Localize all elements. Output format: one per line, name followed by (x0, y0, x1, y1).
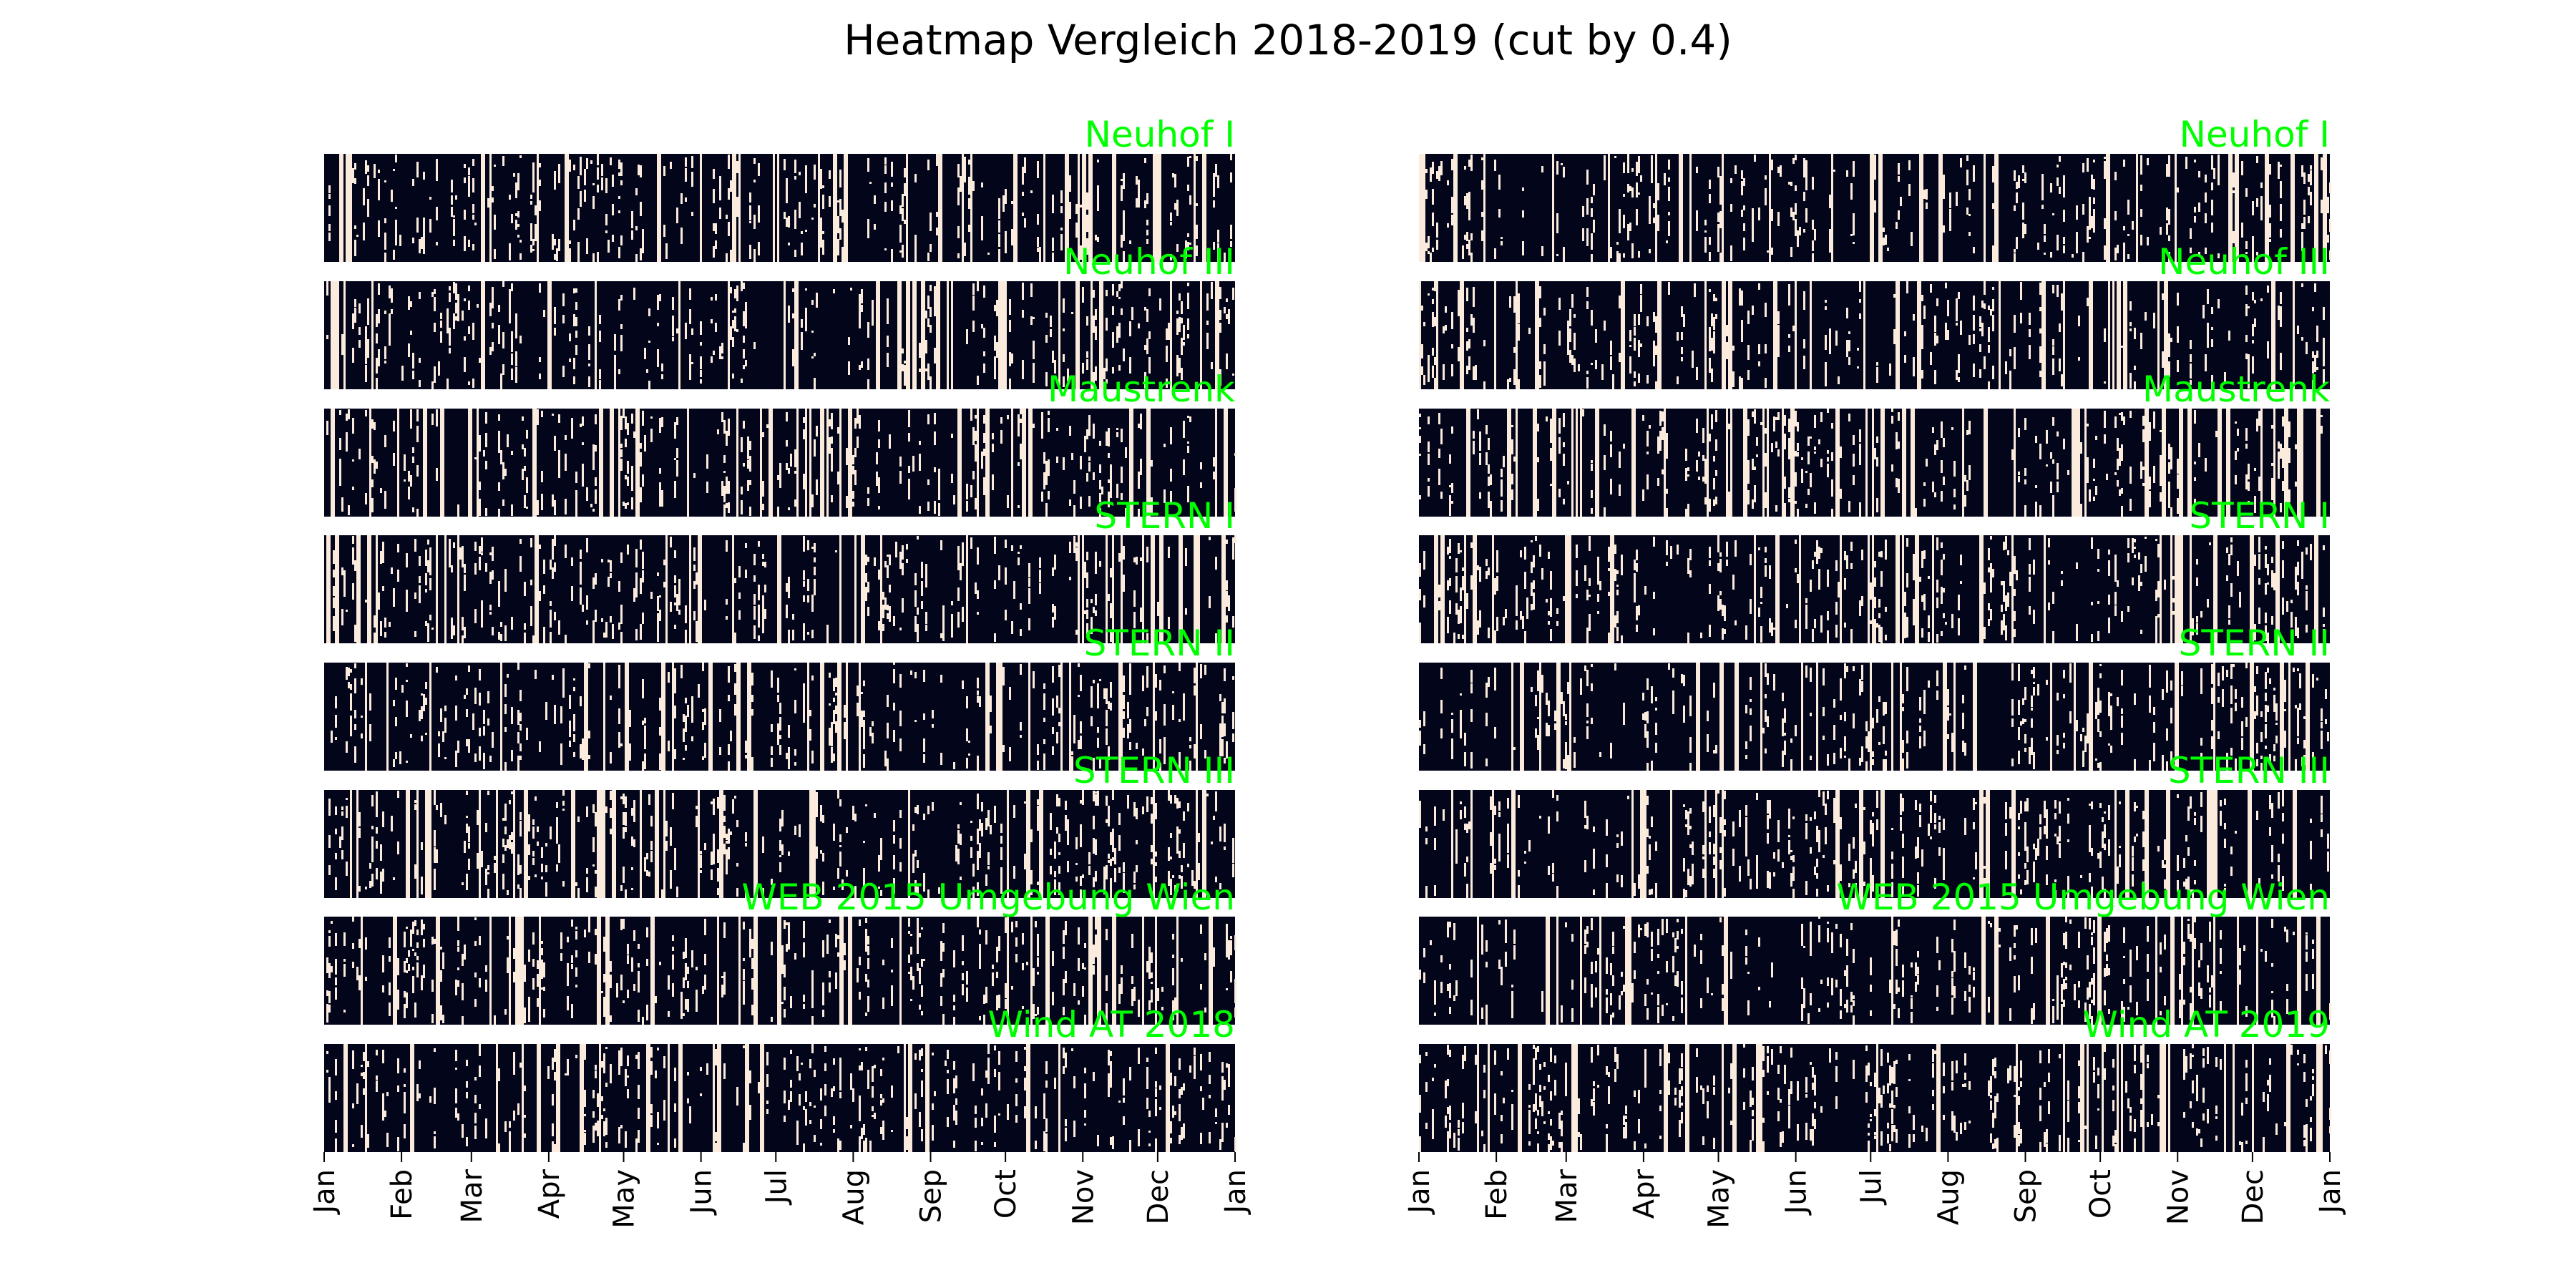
x-tick-label: Mar (1551, 1169, 1584, 1223)
heatmap-panel-2018: Neuhof I Neuhof III Maustrenk STERN I STERN … (308, 114, 1252, 1229)
row-label: WEB 2015 Umgebung Wien (741, 877, 1235, 918)
heatmap-row: STERN I (1419, 495, 2330, 643)
row-label: STERN II (2179, 623, 2330, 664)
x-tick-label: Jan (308, 1169, 341, 1216)
row-label: WEB 2015 Umgebung Wien (1836, 877, 2330, 918)
below-cut-cells (326, 409, 1236, 517)
below-cut-cells (1419, 281, 2325, 389)
x-tick-label: Apr (1628, 1169, 1661, 1219)
x-tick-label: Nov (2162, 1169, 2195, 1225)
x-tick-label: Feb (386, 1169, 419, 1220)
below-cut-cells (328, 790, 1234, 898)
below-cut-cells (1419, 409, 2323, 517)
heatmap-row: STERN III (1419, 750, 2330, 898)
heatmap-band (324, 409, 1235, 517)
x-tick-label: Jun (1780, 1169, 1813, 1216)
heatmap-row: STERN I (324, 495, 1236, 643)
row-label: Neuhof III (1063, 241, 1235, 283)
below-cut-cells (328, 154, 1232, 262)
row-label: Neuhof I (2180, 114, 2330, 155)
below-cut-cells (1419, 790, 2329, 898)
x-tick-label: Dec (2237, 1169, 2270, 1224)
x-tick-label: Feb (1480, 1169, 1513, 1220)
x-tick-label: Apr (533, 1169, 566, 1219)
heatmap-panel-2019: Neuhof I Neuhof III Maustrenk STERN I STERN … (1403, 114, 2347, 1229)
x-tick-label: May (608, 1169, 641, 1229)
row-label: Neuhof III (2158, 241, 2330, 283)
below-cut-cells (1419, 663, 2329, 771)
below-cut-cells (1419, 917, 2331, 1025)
row-label: STERN I (2189, 495, 2330, 537)
row-label: Neuhof I (1085, 114, 1235, 155)
row-label: Wind AT 2018 (987, 1004, 1235, 1045)
heatmap-row: STERN III (324, 750, 1235, 898)
below-cut-cells (1419, 535, 2325, 643)
x-tick-label: Sep (915, 1169, 948, 1223)
row-label: STERN III (2168, 750, 2330, 791)
figure-title: Heatmap Vergleich 2018-2019 (cut by 0.4) (844, 16, 1732, 64)
heatmap-row: Wind AT 2019 (1419, 1004, 2331, 1152)
x-tick-label: Jan (1403, 1169, 1436, 1216)
row-label: Wind AT 2019 (2082, 1004, 2330, 1045)
x-tick-label: Mar (456, 1169, 489, 1223)
heatmap-row: Neuhof III (1419, 241, 2330, 389)
x-tick-label: Sep (2010, 1169, 2043, 1223)
x-tick-label: Jan (2314, 1169, 2347, 1216)
below-cut-cells (1419, 1044, 2331, 1152)
x-tick-label: May (1703, 1169, 1736, 1229)
heatmap-row: Neuhof I (324, 114, 1235, 262)
row-label: Maustrenk (1048, 369, 1235, 410)
below-cut-cells (326, 1044, 1236, 1152)
x-tick-label: Jan (1219, 1169, 1252, 1216)
below-cut-cells (326, 917, 1236, 1025)
heatmap-band (1419, 790, 2330, 898)
heatmap-band (1419, 917, 2330, 1025)
heatmap-row: Neuhof III (324, 241, 1235, 389)
x-tick-label: Oct (2084, 1169, 2117, 1219)
heatmap-row: Wind AT 2018 (324, 1004, 1236, 1152)
x-tick-label: Oct (990, 1169, 1023, 1219)
heatmap-row: Neuhof I (1419, 114, 2331, 262)
heatmap-row: Maustrenk (1419, 369, 2330, 517)
x-tick-label: Aug (1932, 1169, 1965, 1225)
heatmap-row: WEB 2015 Umgebung Wien (324, 877, 1236, 1025)
below-cut-cells (1419, 154, 2331, 262)
x-tick-label: Jul (1855, 1169, 1888, 1206)
heatmap-row: WEB 2015 Umgebung Wien (1419, 877, 2331, 1025)
x-tick-label: Dec (1142, 1169, 1175, 1224)
row-label: STERN II (1084, 623, 1235, 664)
below-cut-cells (331, 663, 1234, 771)
x-tick-label: Jul (760, 1169, 793, 1206)
row-label: STERN I (1094, 495, 1235, 537)
x-tick-label: Jun (686, 1169, 718, 1216)
heatmap-row: STERN II (324, 623, 1235, 771)
heatmap-row: Maustrenk (324, 369, 1236, 517)
row-label: Maustrenk (2142, 369, 2330, 410)
below-cut-cells (326, 535, 1236, 643)
heatmap-row: STERN II (1419, 623, 2330, 771)
x-tick-label: Nov (1067, 1169, 1100, 1225)
row-label: STERN III (1073, 750, 1235, 791)
x-tick-label: Aug (837, 1169, 870, 1225)
